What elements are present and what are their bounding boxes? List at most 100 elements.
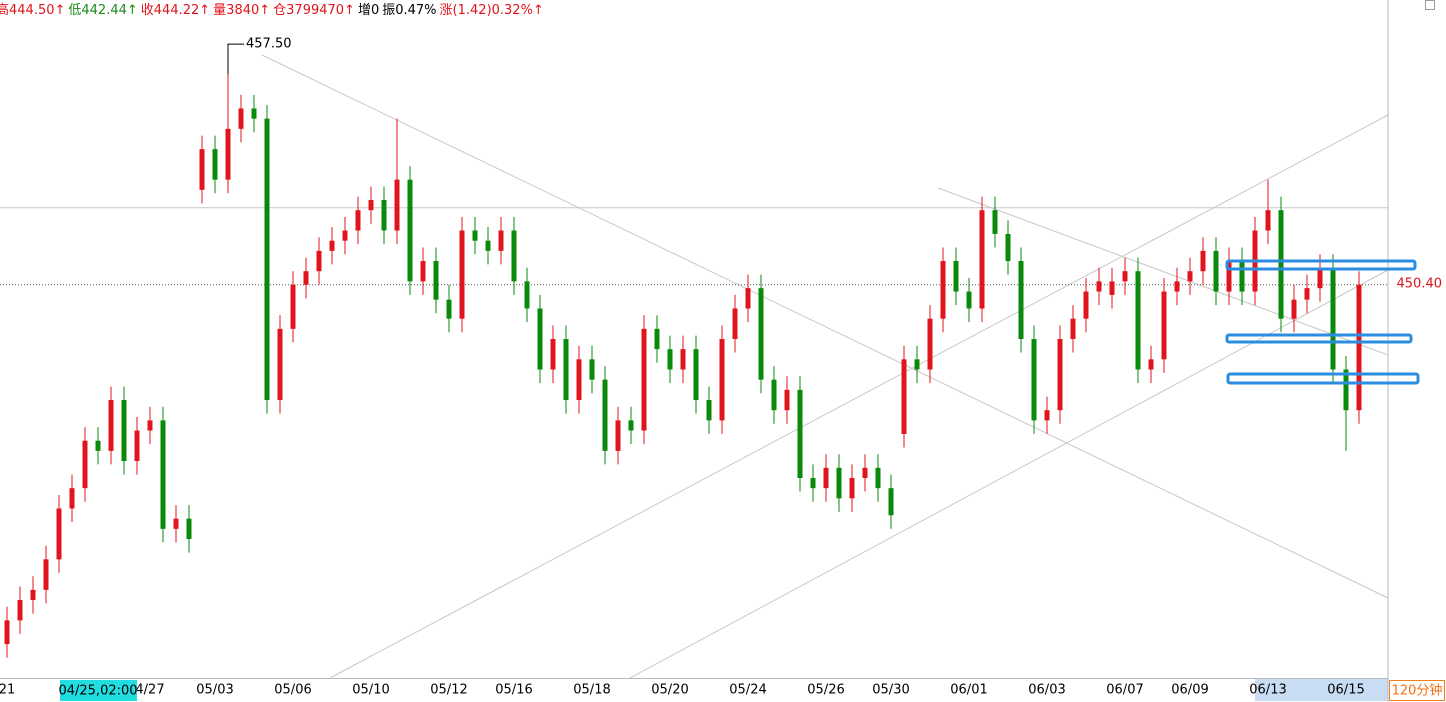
candle-body xyxy=(420,261,426,282)
header-item: 增0 xyxy=(358,3,379,18)
candle-body xyxy=(745,288,751,309)
highlight-box xyxy=(1226,372,1420,385)
candle-body xyxy=(719,339,725,421)
header-item: 振0.47% xyxy=(382,3,436,18)
candle-body xyxy=(563,339,569,401)
candle-body xyxy=(355,210,361,231)
candle-body xyxy=(1200,250,1206,272)
highlight-box xyxy=(1225,259,1417,271)
candle-body xyxy=(290,284,296,329)
crosshair-box xyxy=(60,680,137,701)
candle-body xyxy=(1239,261,1245,292)
candle-body xyxy=(849,477,855,499)
candle-body xyxy=(810,477,816,489)
header-item: 仓3799470↑ xyxy=(273,3,355,18)
candle-body xyxy=(251,108,257,119)
x-tick-label: 05/06 xyxy=(274,683,311,698)
x-tick-label: 06/15 xyxy=(1327,683,1364,698)
x-tick-label: 05/30 xyxy=(872,683,909,698)
candle-body xyxy=(1148,359,1154,370)
candle-body xyxy=(264,118,270,401)
candle-body xyxy=(1278,210,1284,319)
candle-body xyxy=(1018,261,1024,339)
candle-body xyxy=(30,589,36,601)
candle-body xyxy=(1187,271,1193,282)
candle-body xyxy=(17,600,23,621)
candle-body xyxy=(1044,410,1050,421)
candle-body xyxy=(771,379,777,411)
x-tick-label: 21 xyxy=(0,683,15,698)
selection-range xyxy=(1255,679,1388,701)
header-item: 高444.50↑ xyxy=(0,2,65,18)
candle-body xyxy=(186,518,192,540)
x-tick-label: 06/07 xyxy=(1106,683,1143,698)
candle-body xyxy=(1356,284,1362,411)
candle-body xyxy=(576,359,582,401)
candle-body xyxy=(667,349,673,370)
candle-body xyxy=(1096,281,1102,292)
candle-body xyxy=(901,359,907,434)
x-tick-label: 05/24 xyxy=(729,683,766,698)
candle-body xyxy=(1122,271,1128,282)
candle-body xyxy=(1226,261,1232,292)
candle-body xyxy=(173,518,179,529)
candle-body xyxy=(82,440,88,489)
candle-body xyxy=(836,467,842,499)
candle-body xyxy=(862,467,868,478)
candle-body xyxy=(602,379,608,451)
candle-body xyxy=(394,179,400,231)
candle-body xyxy=(641,328,647,431)
candle-body xyxy=(121,400,127,462)
candle-body xyxy=(992,210,998,234)
candle-body xyxy=(628,420,634,431)
candle-body xyxy=(1005,233,1011,262)
x-tick-label: 05/10 xyxy=(352,683,389,698)
candle-body xyxy=(95,440,101,451)
candle-body xyxy=(1031,339,1037,421)
candle-body xyxy=(732,308,738,339)
candle-body xyxy=(407,179,413,282)
candle-body xyxy=(1317,267,1323,289)
crosshair-label: 04/25,02:00 xyxy=(58,684,137,699)
candle-body xyxy=(784,389,790,411)
candle-body xyxy=(368,200,374,211)
panel-toggle[interactable] xyxy=(1425,0,1435,10)
candle-body xyxy=(199,149,205,190)
candle-body xyxy=(615,420,621,451)
candle-body xyxy=(316,250,322,272)
period-box[interactable] xyxy=(1389,680,1445,701)
candle-body xyxy=(1083,291,1089,319)
candle-body xyxy=(979,210,985,309)
candle-body xyxy=(43,559,49,590)
candle-body xyxy=(212,149,218,180)
candle-body xyxy=(303,271,309,285)
candle-body xyxy=(680,349,686,370)
candle-body xyxy=(329,240,335,251)
candle-body xyxy=(433,261,439,300)
max-marker xyxy=(227,43,244,75)
candle-body xyxy=(524,281,530,309)
candle-body xyxy=(498,230,504,251)
x-tick-label: 05/12 xyxy=(430,683,467,698)
candle-body xyxy=(485,240,491,251)
candle-body xyxy=(56,508,62,560)
x-tick-label: 06/01 xyxy=(950,683,987,698)
candle-body xyxy=(134,430,140,462)
candle-body xyxy=(277,328,283,401)
candle-body xyxy=(1070,318,1076,339)
candle-body xyxy=(511,230,517,282)
candle-body xyxy=(706,400,712,421)
candle-body xyxy=(693,349,699,401)
candle-body xyxy=(550,339,556,370)
candle-body xyxy=(1304,288,1310,300)
candle-body xyxy=(1291,299,1297,319)
period-label[interactable]: 120分钟 xyxy=(1392,683,1443,699)
candle-body xyxy=(940,261,946,319)
trend-line xyxy=(937,187,1389,356)
candle-body xyxy=(758,288,764,380)
candle-body xyxy=(342,230,348,241)
candle-body xyxy=(888,488,894,516)
candle-body xyxy=(927,318,933,370)
